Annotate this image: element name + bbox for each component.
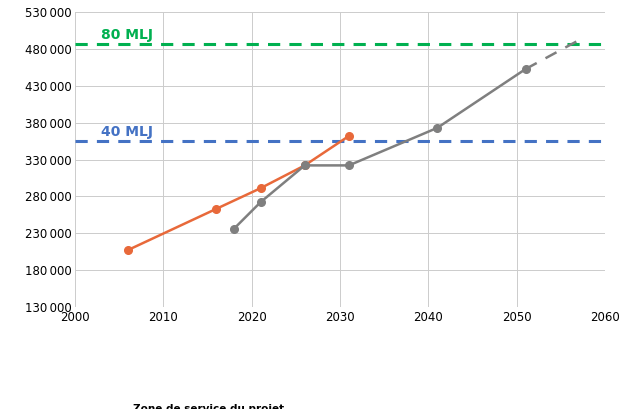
Text: 80 MLJ: 80 MLJ — [102, 28, 154, 42]
Text: 40 MLJ: 40 MLJ — [102, 125, 154, 139]
Legend: Zone de service du projet
UYSS – EE de 2014, PO de York 2021, 40 MLJ, 80 MLJ: Zone de service du projet UYSS – EE de 2… — [105, 404, 575, 409]
